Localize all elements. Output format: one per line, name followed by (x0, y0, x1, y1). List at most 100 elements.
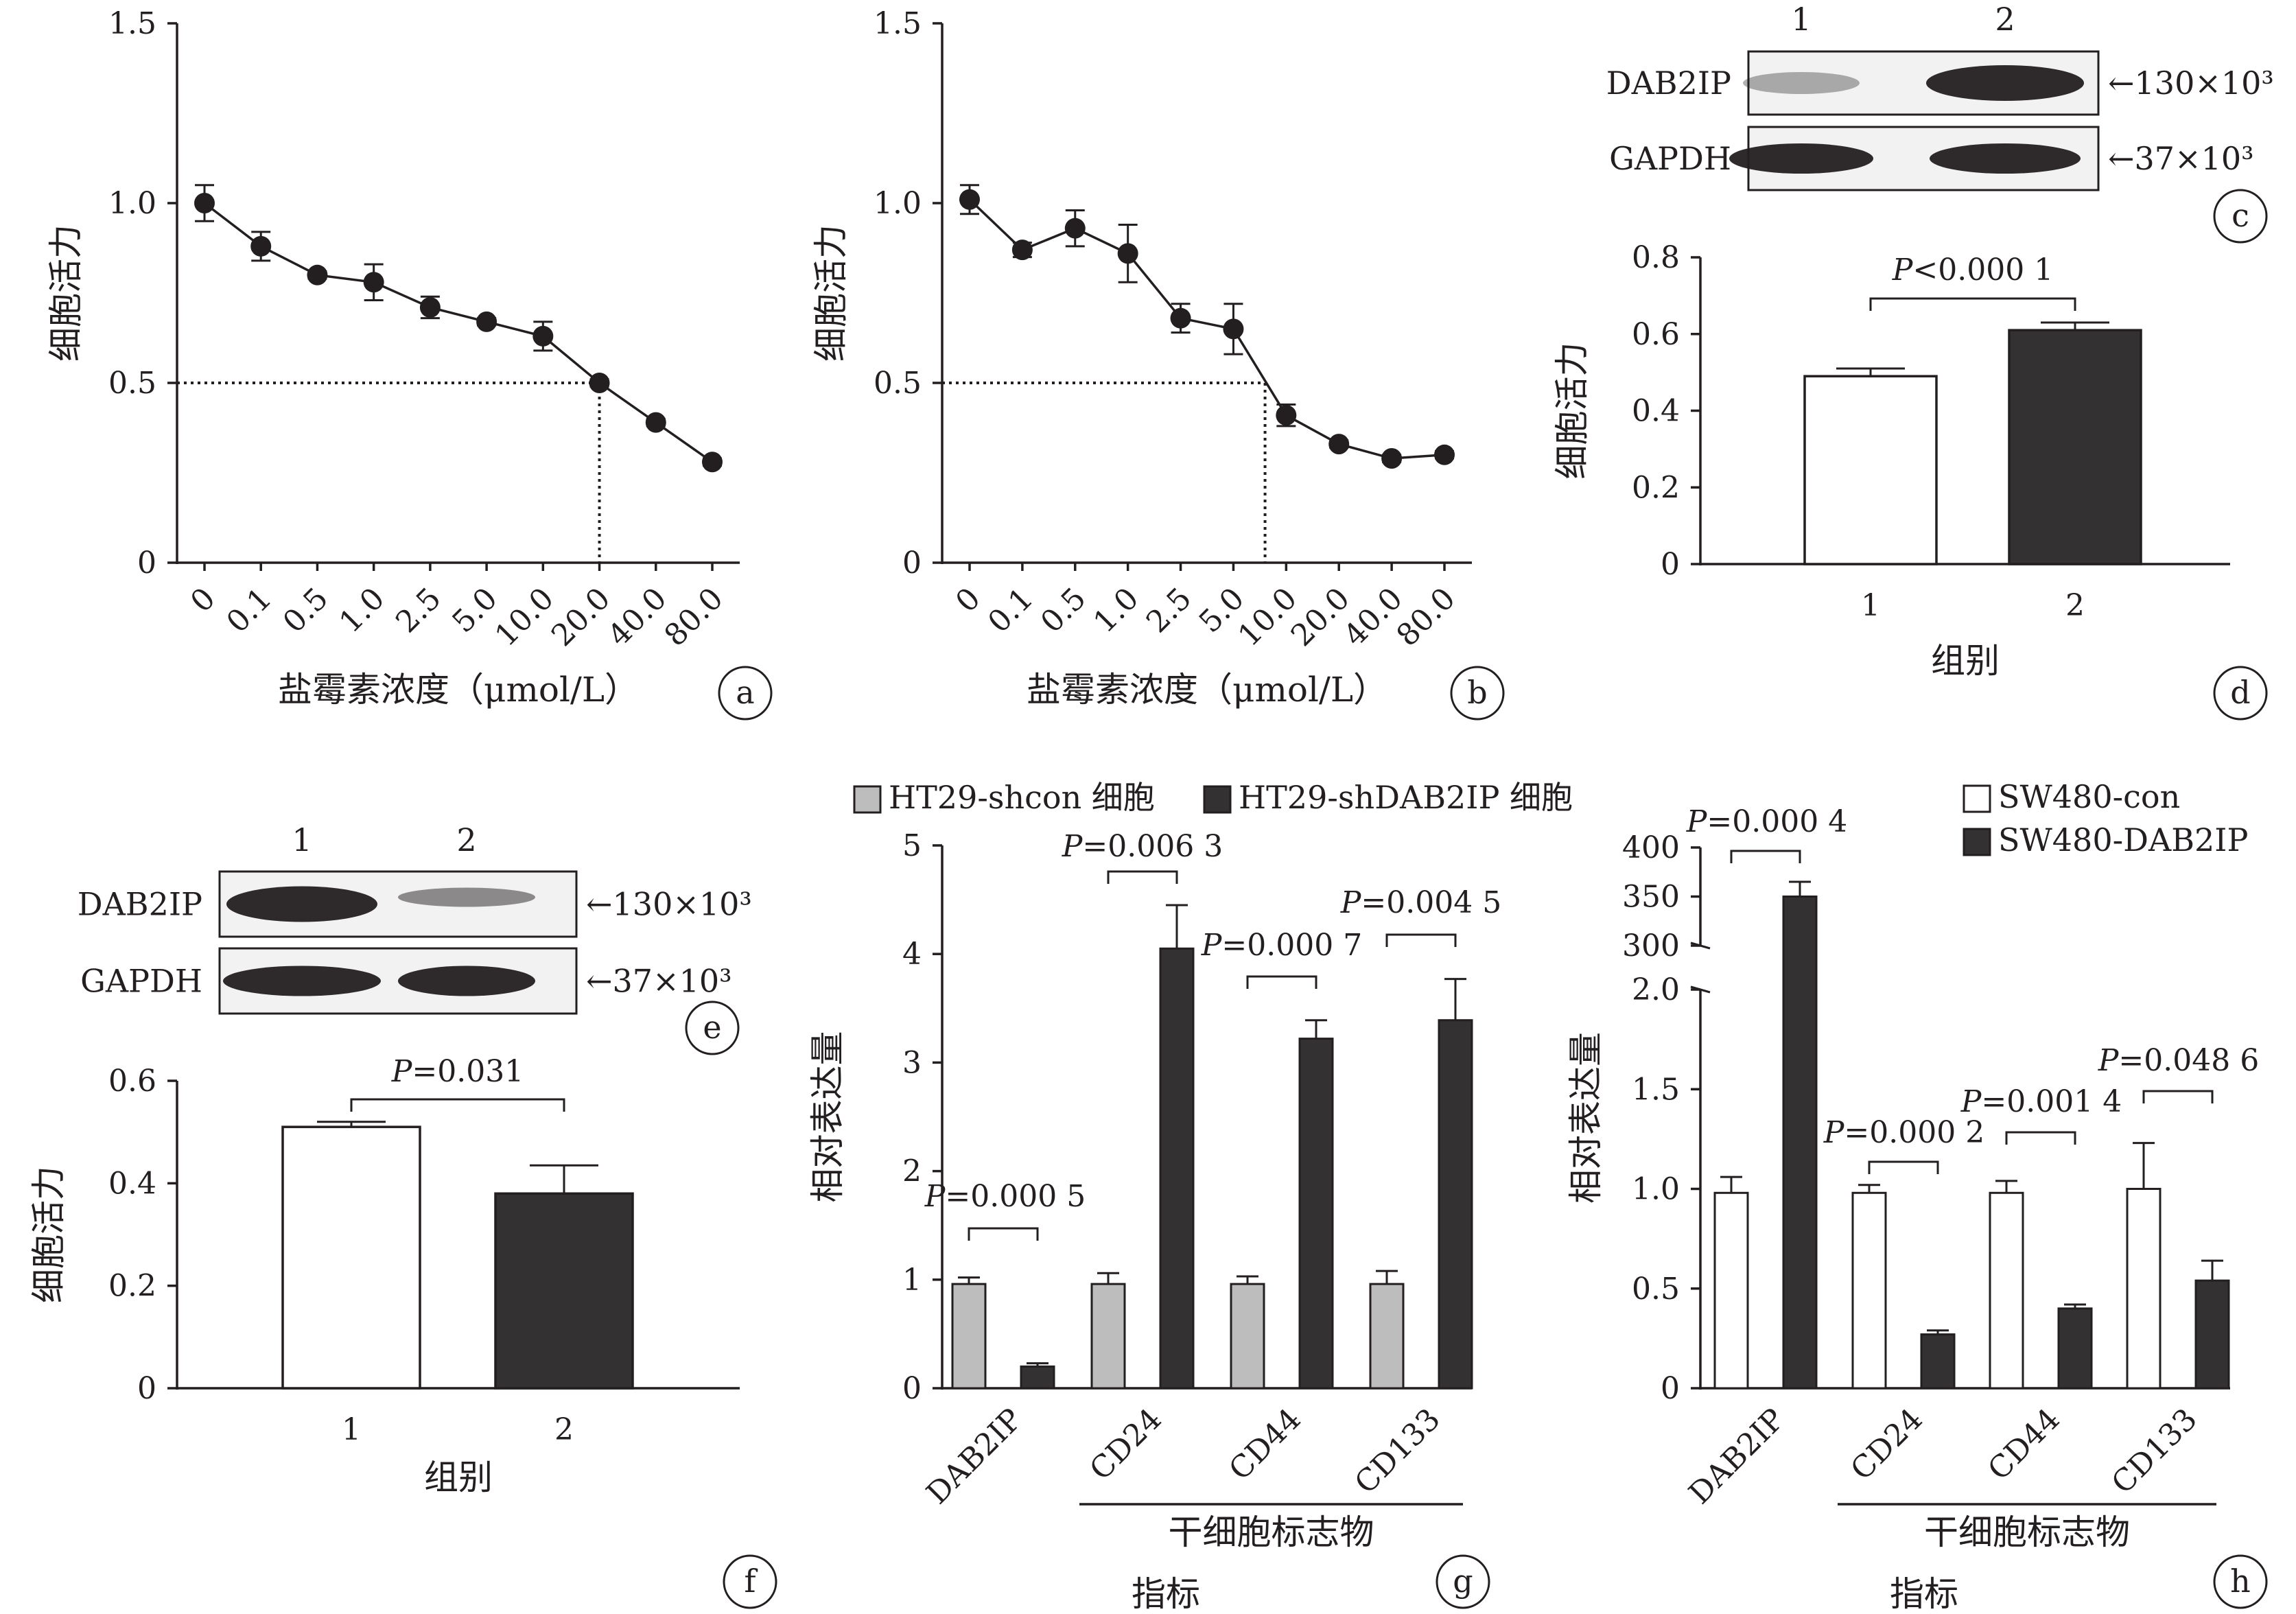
y-axis-label: 相对表达量 (1566, 1032, 1606, 1204)
x-axis-label: 指标 (1890, 1574, 1958, 1614)
bar-treatment (2057, 1307, 2093, 1390)
x-tick-label: 1 (342, 1412, 361, 1447)
data-point (702, 452, 723, 473)
y-axis-label: 细胞活力 (46, 224, 86, 362)
data-point (1381, 448, 1403, 469)
x-tick-label: 40.0 (601, 581, 673, 653)
bar-group-cd44: P=0.000 7 CD44 (1201, 928, 1362, 1487)
y-tick-label: 1 (902, 1263, 922, 1298)
y-tick-label: 0.5 (1632, 1272, 1680, 1307)
panel-letter-d: d (2213, 666, 2268, 721)
error-bar (1166, 904, 1188, 949)
lane-label: 1 (292, 821, 312, 858)
x-tick-label: CD133 (2105, 1402, 2204, 1501)
y-tick-label: 1.5 (1632, 1072, 1680, 1107)
lane-label: 2 (456, 821, 476, 858)
blot-row-gapdh: GAPDH ←37×10³ (80, 947, 732, 1015)
y-tick-label: 1.0 (1632, 1172, 1680, 1207)
size-marker: ←37×10³ (586, 963, 732, 1000)
p-value-label: P=0.000 5 (924, 1179, 1086, 1214)
error-bar (1789, 880, 1811, 897)
data-marker (1223, 318, 1244, 340)
x-tick-label: 0.5 (1034, 581, 1093, 640)
data-marker (307, 264, 328, 285)
panel-c: 1 2 DAB2IP ←130×10³ GAPDH ←37×10³ (1606, 1, 2274, 191)
x-axis-label: 盐霉素浓度（μmol/L） (278, 670, 639, 710)
panel-letter-g: g (1436, 1554, 1490, 1609)
protein-label: DAB2IP (1606, 65, 1731, 102)
y-tick-label: 0 (902, 546, 922, 581)
blot-band (223, 966, 381, 996)
error-bar (1444, 978, 1466, 1020)
significance-bracket (1868, 1160, 1939, 1174)
error-bar (1995, 1180, 2017, 1193)
x-axis-label: 指标 (1132, 1574, 1200, 1614)
legend-item: HT29-shcon 细胞 (853, 779, 1155, 816)
legend-swatch (1963, 784, 1991, 813)
bar-group-cd24: P=0.000 2 CD24 (1823, 1115, 1984, 1487)
blot-band (398, 887, 535, 907)
y-tick-label: 0.4 (108, 1166, 156, 1201)
lane-label: 2 (1995, 1, 2015, 38)
y-tick-label: 2.0 (1632, 972, 1680, 1007)
data-point (645, 412, 666, 433)
bar-control (2126, 1188, 2162, 1390)
bar-group-1: 1 (281, 1121, 421, 1447)
x-axis-label: 组别 (1931, 641, 2000, 681)
data-marker (1064, 218, 1086, 239)
data-marker (194, 193, 215, 213)
panel-letter-text: h (2230, 1563, 2251, 1600)
y-tick-label: 0.6 (108, 1064, 156, 1099)
data-marker (645, 412, 666, 433)
blot-band (398, 966, 535, 996)
panel-letter-text: e (703, 1009, 721, 1046)
data-point (476, 311, 497, 332)
p-value-label: P=0.000 2 (1823, 1115, 1984, 1150)
bar-control (1713, 1191, 1749, 1390)
y-tick-label: 300 (1622, 928, 1680, 963)
blot-band (1729, 143, 1873, 174)
x-tick-label: 0 (949, 581, 987, 620)
y-tick-label: 1.5 (874, 6, 922, 41)
series-line (968, 198, 1445, 460)
data-point (363, 263, 384, 301)
x-tick-label: CD24 (1083, 1402, 1168, 1487)
blot-band (1930, 143, 2081, 174)
panel-letter-f: f (723, 1554, 777, 1609)
panel-letter-circle (685, 1001, 740, 1055)
significance-bracket (2005, 1131, 2076, 1145)
legend-item: SW480-DAB2IP (1963, 821, 2248, 858)
bar-treatment (1782, 896, 1818, 1390)
panel-e: 1 2 DAB2IP ←130×10³ GAPDH ←37×10³ (78, 821, 752, 1015)
blot-band (1743, 72, 1860, 94)
legend-label: SW480-DAB2IP (1998, 821, 2248, 858)
significance-bracket (1246, 975, 1317, 989)
data-marker (589, 373, 610, 393)
bar-control (1851, 1191, 1887, 1390)
data-marker (1434, 444, 1455, 465)
p-value-label: P=0.031 (391, 1054, 524, 1089)
data-point (1117, 223, 1138, 283)
x-tick-label: CD44 (1222, 1402, 1307, 1487)
data-point (1434, 444, 1455, 465)
y-tick-label: 0.2 (108, 1269, 156, 1304)
panel-letter-text: a (736, 674, 754, 711)
error-bar (1836, 367, 1905, 377)
error-bar (530, 1164, 598, 1194)
x-tick-label: 10.0 (1232, 581, 1304, 653)
data-marker (1381, 448, 1403, 469)
y-tick-label: 4 (902, 937, 922, 972)
bar-control (1230, 1283, 1265, 1390)
data-marker (419, 296, 441, 318)
y-tick-label: 0.4 (1632, 394, 1680, 429)
significance-bracket (1385, 933, 1457, 947)
panel-letter-circle (2213, 666, 2268, 721)
size-marker: ←130×10³ (2108, 65, 2274, 102)
bar-treatment (1298, 1038, 1334, 1390)
data-marker (250, 235, 272, 257)
x-tick-label: 1 (1861, 588, 1880, 623)
